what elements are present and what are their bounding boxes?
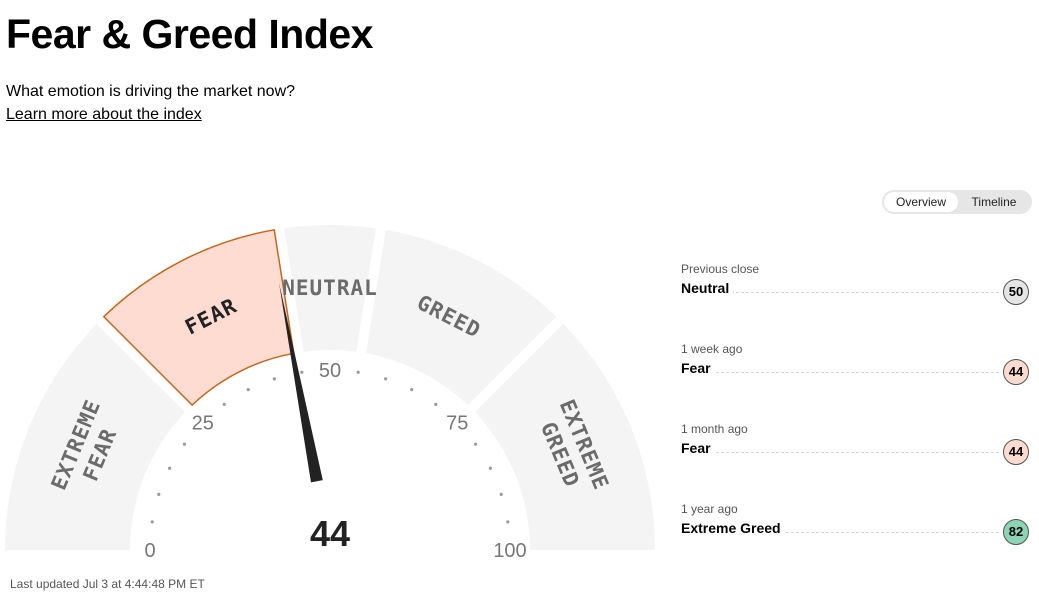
history-row-1-month: 1 month ago Fear 44 bbox=[681, 422, 1029, 502]
history-value-badge: 44 bbox=[1003, 439, 1029, 465]
view-toggle: Overview Timeline bbox=[882, 190, 1032, 214]
gauge-segment-greed bbox=[366, 229, 557, 406]
gauge-tick-dot bbox=[150, 520, 154, 524]
gauge-tick-dot bbox=[222, 402, 226, 406]
gauge-segment-neutral bbox=[284, 225, 376, 352]
dotted-leader bbox=[681, 372, 999, 373]
history-value-badge: 82 bbox=[1003, 519, 1029, 545]
history-rating: Neutral bbox=[681, 279, 734, 297]
gauge-segment-extreme-greed bbox=[474, 323, 655, 550]
gauge-tick-dot bbox=[157, 492, 161, 496]
gauge-tick-dot bbox=[506, 520, 510, 524]
gauge-tick-label: 75 bbox=[446, 413, 468, 435]
history-rating: Fear bbox=[681, 439, 715, 457]
gauge-tick-dot bbox=[182, 442, 186, 446]
history-period: Previous close bbox=[681, 262, 760, 276]
history-rating: Extreme Greed bbox=[681, 519, 785, 537]
gauge-tick-dot bbox=[246, 388, 250, 392]
history-value-badge: 44 bbox=[1003, 359, 1029, 385]
gauge-value: 44 bbox=[310, 513, 350, 554]
overview-tab[interactable]: Overview bbox=[884, 192, 958, 212]
dotted-leader bbox=[681, 532, 999, 533]
gauge-tick-dot bbox=[384, 377, 388, 381]
gauge-segment-extreme-fear bbox=[5, 323, 186, 550]
history-row-1-week: 1 week ago Fear 44 bbox=[681, 342, 1029, 422]
dotted-leader bbox=[681, 452, 999, 453]
gauge-tick-dot bbox=[410, 388, 414, 392]
history-period: 1 year ago bbox=[681, 502, 738, 516]
history-rating: Fear bbox=[681, 359, 715, 377]
dotted-leader bbox=[681, 292, 999, 293]
page-subtitle: What emotion is driving the market now? bbox=[6, 83, 296, 100]
gauge-segment-fear bbox=[102, 228, 295, 407]
gauge-tick-dot bbox=[434, 402, 438, 406]
history-list: Previous close Neutral 50 1 week ago Fea… bbox=[681, 262, 1029, 582]
gauge-tick-dot bbox=[474, 442, 478, 446]
history-period: 1 week ago bbox=[681, 342, 743, 356]
history-period: 1 month ago bbox=[681, 422, 748, 436]
fear-greed-gauge: EXTREMEFEARFEARNEUTRALGREEDEXTREMEGREED … bbox=[5, 225, 655, 560]
gauge-needle bbox=[279, 282, 323, 483]
page-title: Fear & Greed Index bbox=[6, 11, 373, 57]
gauge-tick-label: 50 bbox=[319, 360, 341, 382]
gauge-hub bbox=[266, 486, 394, 560]
gauge-label-neutral: NEUTRAL bbox=[282, 276, 378, 300]
history-value-badge: 50 bbox=[1003, 279, 1029, 305]
timeline-tab[interactable]: Timeline bbox=[971, 195, 1017, 209]
gauge-tick-dot bbox=[488, 466, 492, 470]
last-updated-text: Last updated Jul 3 at 4:44:48 PM ET bbox=[10, 577, 205, 591]
gauge-tick-dot bbox=[300, 370, 304, 374]
history-row-previous-close: Previous close Neutral 50 bbox=[681, 262, 1029, 342]
gauge-tick-dot bbox=[499, 492, 503, 496]
gauge-tick-dot bbox=[356, 370, 360, 374]
gauge-tick-dot bbox=[168, 466, 172, 470]
gauge-tick-label: 100 bbox=[493, 540, 526, 560]
history-row-1-year: 1 year ago Extreme Greed 82 bbox=[681, 502, 1029, 582]
learn-more-link[interactable]: Learn more about the index bbox=[6, 106, 202, 123]
gauge-tick-label: 0 bbox=[144, 540, 155, 560]
gauge-tick-dot bbox=[272, 377, 276, 381]
gauge-tick-label: 25 bbox=[192, 413, 214, 435]
